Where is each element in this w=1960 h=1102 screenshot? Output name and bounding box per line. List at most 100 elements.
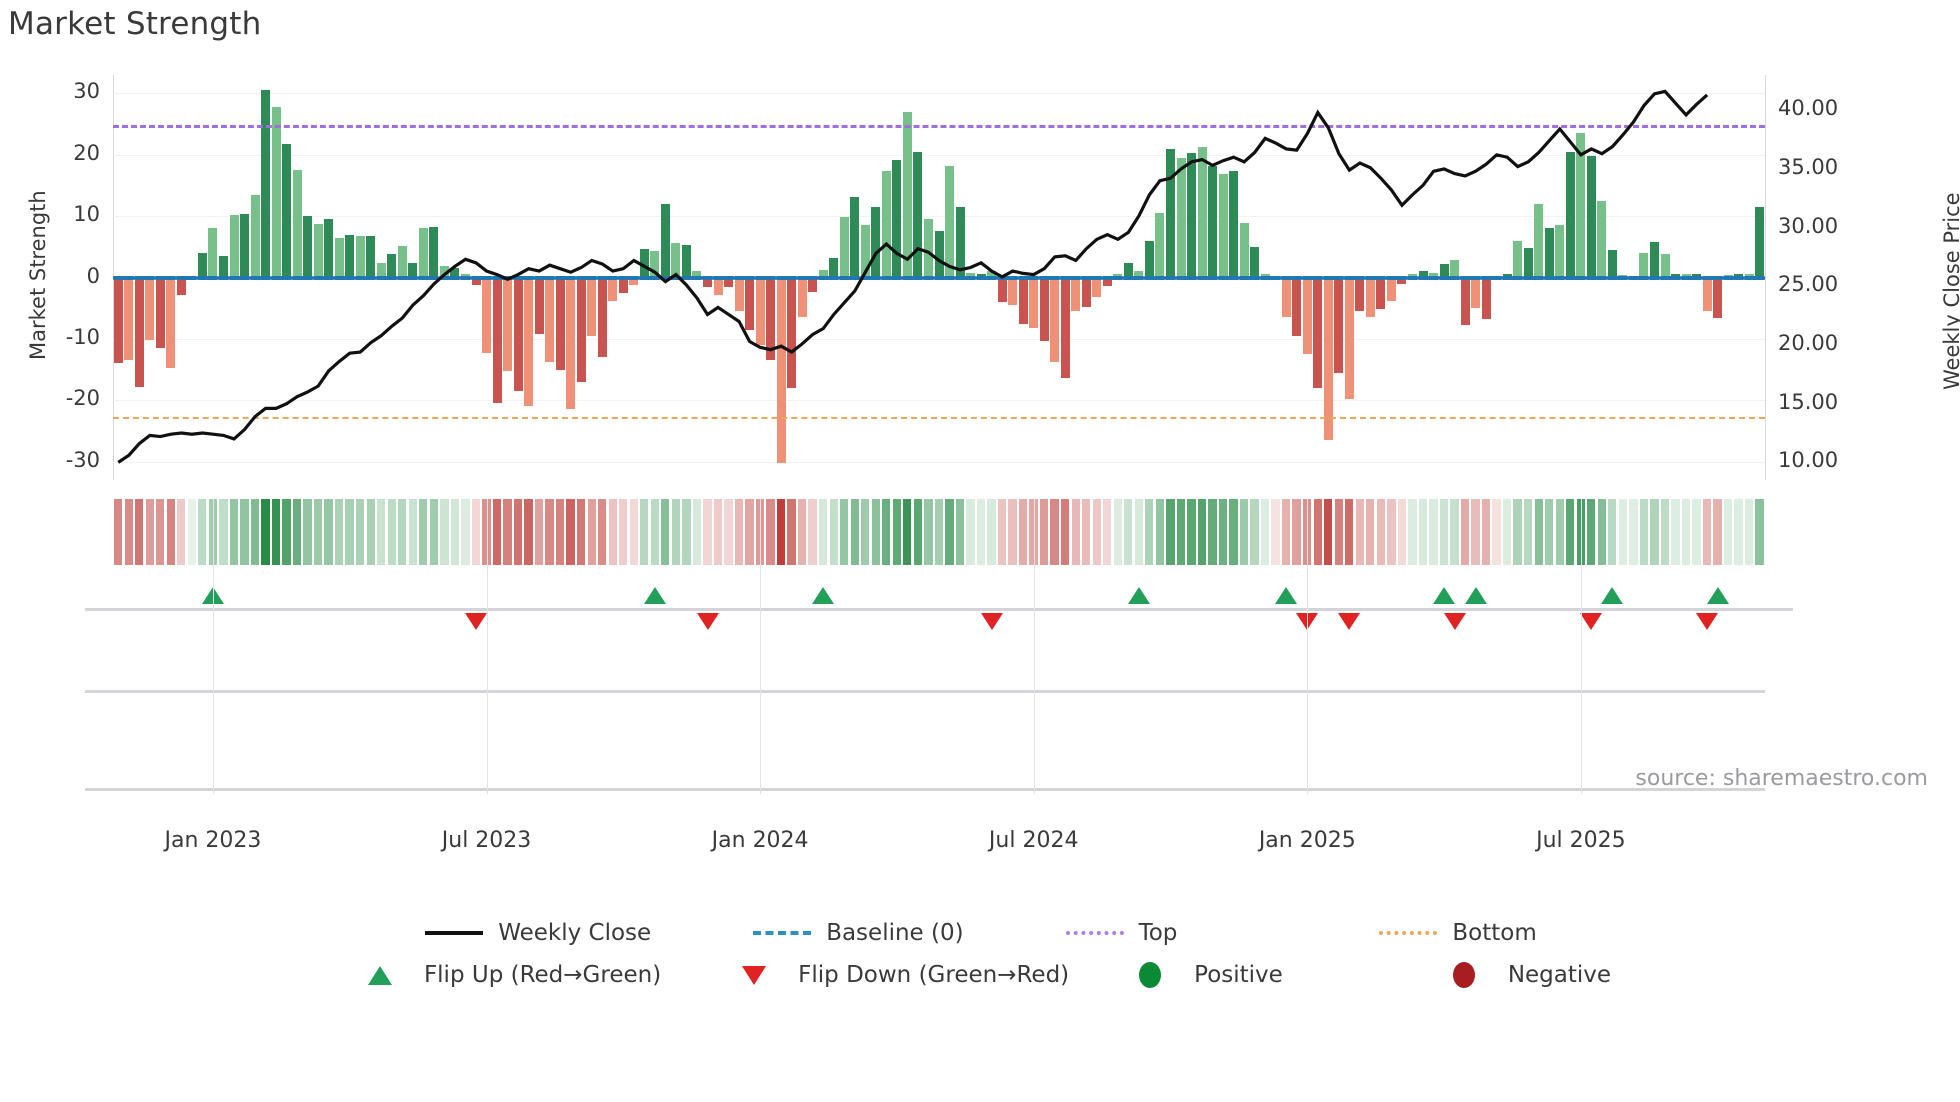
heat-cell <box>1608 499 1617 565</box>
baseline-tick <box>1533 275 1545 280</box>
strength-bar <box>166 277 176 369</box>
strength-bar <box>324 218 334 278</box>
baseline-tick <box>1038 275 1050 280</box>
strength-bar <box>703 277 712 287</box>
baseline-tick <box>1270 275 1282 280</box>
heat-cell <box>1650 499 1659 565</box>
strength-bar <box>229 214 239 278</box>
heat-cell <box>440 499 449 565</box>
strength-bar <box>734 277 744 312</box>
strength-bar <box>1555 225 1565 278</box>
strength-bar <box>1429 272 1439 278</box>
heat-cell <box>703 499 712 565</box>
legend-label: Flip Down (Green→Red) <box>798 962 1070 988</box>
strength-bar <box>966 272 976 278</box>
baseline-tick <box>365 275 377 280</box>
heat-cell <box>1313 499 1322 565</box>
dashed-line-icon <box>751 921 813 945</box>
source-credit: source: sharemaestro.com <box>1635 766 1928 791</box>
strength-bar <box>218 256 228 278</box>
strength-bar <box>1439 264 1449 278</box>
baseline-tick <box>196 275 208 280</box>
heat-cell <box>471 499 481 565</box>
chart-legend: Weekly Close Baseline (0) Top Bottom Flip U… <box>0 920 1960 988</box>
flip-marker-row <box>85 572 1793 642</box>
heat-cell <box>913 499 922 565</box>
heat-cell <box>724 499 733 565</box>
heat-cell <box>145 499 154 565</box>
baseline-tick <box>1606 275 1618 280</box>
heat-cell <box>1166 499 1175 565</box>
baseline-tick <box>1743 275 1755 280</box>
heat-cell <box>1439 499 1449 565</box>
heat-cell <box>1481 499 1491 565</box>
strength-bar <box>1187 152 1197 278</box>
heat-cell <box>1471 499 1480 565</box>
heat-cell <box>208 499 217 565</box>
baseline-tick <box>217 275 229 280</box>
flip-down-marker <box>1443 613 1466 630</box>
heat-cell <box>524 499 533 565</box>
baseline-tick <box>1470 275 1482 280</box>
baseline-tick <box>1501 275 1513 280</box>
strength-bar <box>660 203 670 278</box>
baseline-tick <box>1186 275 1198 280</box>
heat-cell <box>1218 499 1228 565</box>
baseline-tick <box>1596 275 1608 280</box>
gridline <box>113 216 1765 218</box>
legend-label: Top <box>1138 920 1178 946</box>
flip-up-marker <box>1464 587 1487 604</box>
strength-bar <box>766 277 776 361</box>
heat-cell <box>1155 499 1165 565</box>
strength-bar <box>1229 170 1239 278</box>
baseline-tick <box>1333 275 1345 280</box>
heat-cell <box>892 499 901 565</box>
heat-cell <box>450 499 460 565</box>
strength-bar <box>724 277 734 288</box>
heat-cell <box>229 499 239 565</box>
strength-bar <box>808 277 818 292</box>
baseline-tick <box>481 275 493 280</box>
heat-cell <box>566 499 575 565</box>
flip-down-marker <box>465 613 488 630</box>
heat-cell <box>692 499 702 565</box>
strength-bar <box>1334 277 1344 373</box>
circle-green-icon-glyph <box>1139 962 1162 988</box>
baseline-tick <box>154 275 166 280</box>
triangle-down-icon <box>723 963 785 987</box>
strength-bar <box>787 277 797 388</box>
strength-bar <box>1755 206 1765 278</box>
strength-bar <box>1302 277 1312 355</box>
heat-cell <box>1460 499 1470 565</box>
strength-bar <box>608 277 618 301</box>
heat-cell <box>408 499 417 565</box>
baseline-tick <box>523 275 535 280</box>
x-tick-gridline <box>760 499 762 794</box>
strength-bar <box>113 277 123 364</box>
heat-cell <box>534 499 544 565</box>
baseline-tick <box>607 275 619 280</box>
heat-cell <box>1324 499 1333 565</box>
baseline-tick <box>838 275 850 280</box>
baseline-tick <box>1417 275 1429 280</box>
left-axis-title: Market Strength <box>26 190 50 360</box>
heat-cell <box>1229 499 1238 565</box>
x-tick-gridline <box>1033 499 1035 794</box>
baseline-tick <box>744 275 756 280</box>
heat-cell <box>282 499 291 565</box>
heat-cell <box>1124 499 1133 565</box>
strength-bar <box>387 254 397 278</box>
strength-bar <box>618 277 628 293</box>
heat-cell <box>240 499 249 565</box>
strength-bar <box>545 277 555 363</box>
y-axis-tick-left: -20 <box>65 386 100 411</box>
heat-cell <box>850 499 859 565</box>
baseline-tick <box>712 275 724 280</box>
flip-up-marker <box>1601 587 1624 604</box>
heat-cell <box>461 499 470 565</box>
strength-bar <box>271 106 281 278</box>
legend-item: Top <box>1064 920 1178 946</box>
heat-cell <box>324 499 333 565</box>
baseline-tick <box>1543 275 1555 280</box>
baseline-tick <box>1491 275 1503 280</box>
